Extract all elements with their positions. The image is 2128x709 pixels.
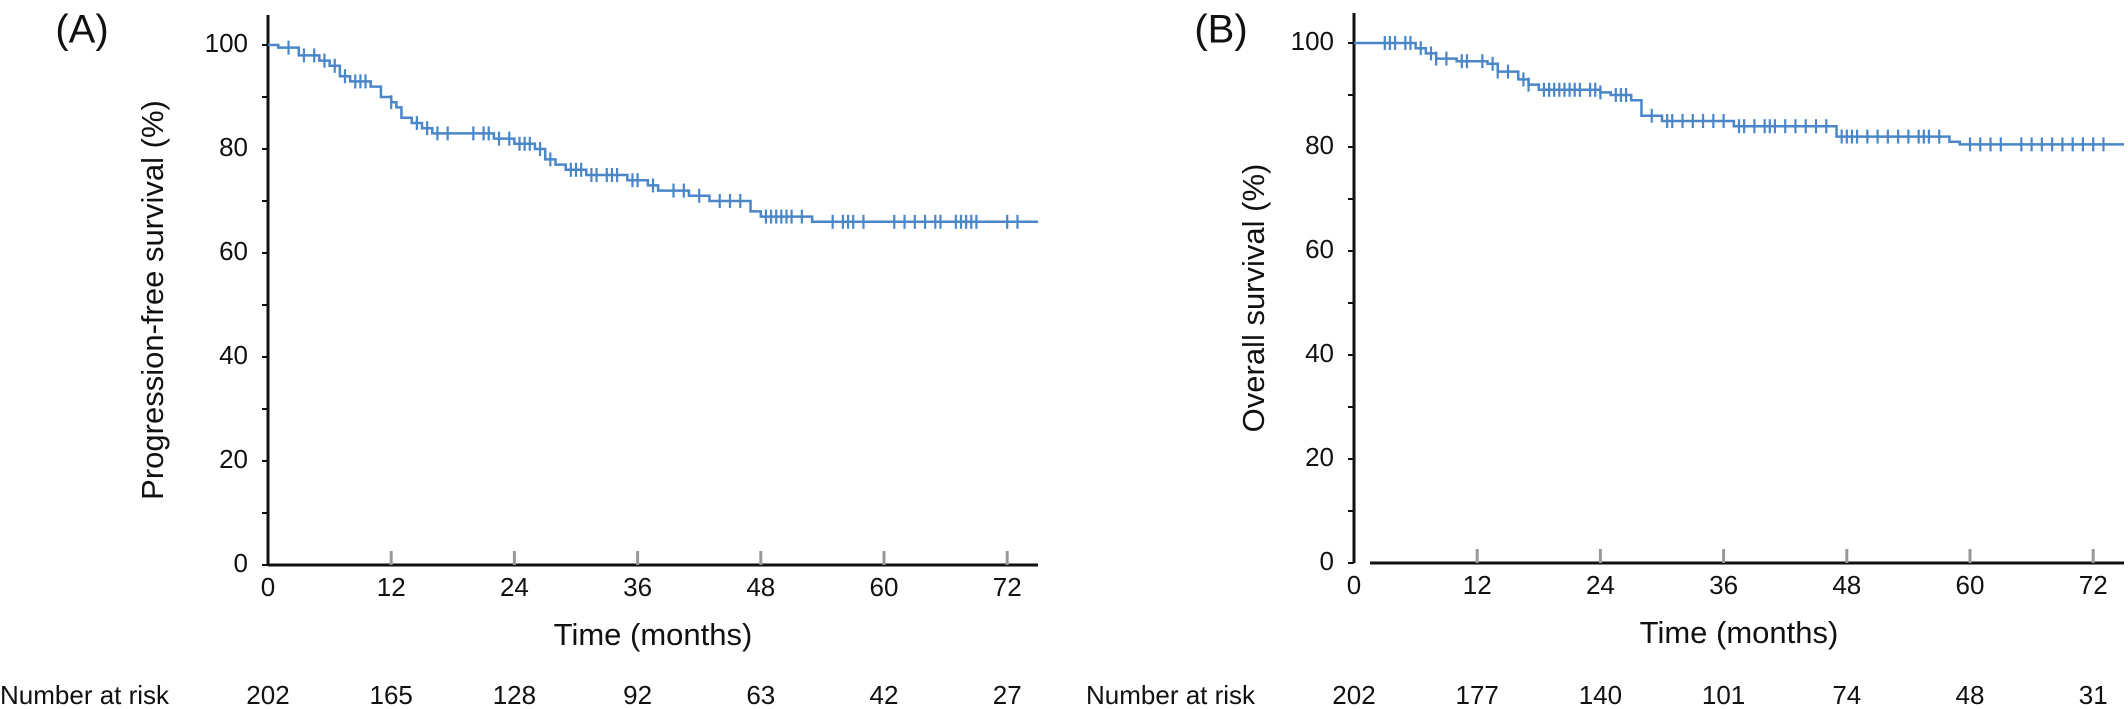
risk-table-value: 48 xyxy=(1956,680,1985,709)
x-tick-label: 36 xyxy=(623,572,652,602)
panel-label: (A) xyxy=(55,8,108,52)
x-tick-label: 72 xyxy=(993,572,1022,602)
x-tick-label: 48 xyxy=(1832,570,1861,600)
y-tick-label: 100 xyxy=(1291,26,1334,56)
y-tick-label: 60 xyxy=(219,236,248,266)
y-tick-label: 100 xyxy=(205,28,248,58)
risk-table-value: 74 xyxy=(1832,680,1861,709)
risk-table-value: 101 xyxy=(1702,680,1745,709)
x-tick-label: 36 xyxy=(1709,570,1738,600)
risk-table-label: Number at risk xyxy=(0,680,170,709)
x-tick-label: 48 xyxy=(746,572,775,602)
x-tick-label: 60 xyxy=(870,572,899,602)
y-tick-label: 80 xyxy=(1305,130,1334,160)
risk-table-value: 140 xyxy=(1579,680,1622,709)
x-tick-label: 24 xyxy=(1586,570,1615,600)
y-tick-label: 40 xyxy=(219,340,248,370)
x-tick-label: 24 xyxy=(500,572,529,602)
risk-table-value: 92 xyxy=(623,680,652,709)
y-tick-label: 20 xyxy=(1305,442,1334,472)
risk-table-value: 63 xyxy=(746,680,775,709)
risk-table-value: 202 xyxy=(246,680,289,709)
chart-panel-b: (B) 0 20 40 60 80 100 0 12 24 36 48 60 72 Time (months… xyxy=(1086,8,2124,709)
y-axis-label: Overall survival (%) xyxy=(1236,164,1271,433)
x-tick-label: 0 xyxy=(1347,570,1361,600)
x-tick-label: 12 xyxy=(377,572,406,602)
x-tick-label: 12 xyxy=(1463,570,1492,600)
x-tick-label: 0 xyxy=(261,572,275,602)
y-tick-label: 80 xyxy=(219,132,248,162)
risk-table-label: Number at risk xyxy=(1086,680,1256,709)
risk-table-value: 202 xyxy=(1332,680,1375,709)
risk-table-value: 128 xyxy=(493,680,536,709)
risk-table-value: 165 xyxy=(370,680,413,709)
y-tick-label: 0 xyxy=(1320,546,1334,576)
panel-label: (B) xyxy=(1194,8,1247,52)
y-tick-label: 0 xyxy=(234,548,248,578)
x-axis-label: Time (months) xyxy=(1640,615,1839,650)
risk-table-value: 31 xyxy=(2079,680,2108,709)
x-tick-label: 60 xyxy=(1956,570,1985,600)
risk-table-value: 42 xyxy=(870,680,899,709)
risk-table-value: 177 xyxy=(1456,680,1499,709)
chart-panel-a: (A) 0 20 40 60 80 100 0 12 24 36 48 60 72 Time (months… xyxy=(0,8,1038,709)
x-axis-label: Time (months) xyxy=(554,617,753,652)
y-axis-label: Progression-free survival (%) xyxy=(135,100,170,500)
x-tick-label: 72 xyxy=(2079,570,2108,600)
survival-curve xyxy=(268,43,1038,224)
y-tick-label: 40 xyxy=(1305,338,1334,368)
y-tick-label: 60 xyxy=(1305,234,1334,264)
risk-table-value: 27 xyxy=(993,680,1022,709)
y-tick-label: 20 xyxy=(219,444,248,474)
